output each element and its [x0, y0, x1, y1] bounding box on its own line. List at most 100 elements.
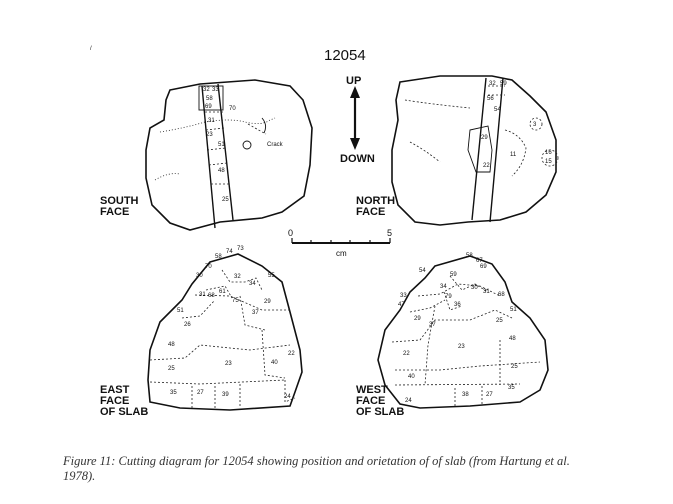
region-label: 29: [264, 299, 271, 305]
scale-unit-label: cm: [336, 249, 347, 258]
cutting-diagram: / 12054 UP DOWN 32 33 58 69 70 31 23 51 …: [90, 46, 559, 418]
region-label: 68: [498, 292, 505, 298]
south-face-label: SOUTH: [100, 195, 139, 207]
region-label: 74: [226, 249, 233, 255]
region-label: 23: [206, 132, 213, 138]
stray-mark: /: [90, 46, 92, 52]
west-face-labels: 58 67 69 54 59 34 30 31 33 47 79 36 68 5…: [398, 253, 518, 404]
east-face-label: FACE: [100, 395, 129, 407]
region-label: 33: [400, 293, 407, 299]
region-label: 32: [234, 274, 241, 280]
region-label: 24: [284, 394, 291, 400]
region-label: 59: [450, 272, 457, 278]
region-label: 69: [205, 104, 212, 110]
scale-bar: [291, 238, 391, 244]
region-label: 22: [288, 351, 295, 357]
west-face-label: FACE: [356, 395, 385, 407]
crack-label: Crack: [267, 142, 284, 148]
region-label: 26: [184, 322, 191, 328]
region-label: 79: [445, 294, 452, 300]
region-label: 29: [414, 316, 421, 322]
region-label: 35: [170, 390, 177, 396]
south-face-drawing: [145, 79, 313, 231]
sample-title: 12054: [324, 47, 366, 64]
region-label: 25: [222, 197, 229, 203]
region-label: 54: [419, 268, 426, 274]
region-label: 59: [500, 81, 507, 87]
region-label: 33: [212, 87, 219, 93]
region-label: 48: [509, 336, 516, 342]
north-face-drawing: [391, 75, 559, 226]
up-label: UP: [346, 75, 361, 87]
south-face-label: FACE: [100, 206, 129, 218]
region-label: 40: [271, 360, 278, 366]
west-face-label: OF SLAB: [356, 406, 404, 418]
region-label: 48: [168, 342, 175, 348]
region-label: 22: [483, 163, 490, 169]
region-label: 25: [511, 364, 518, 370]
region-label: 22: [403, 351, 410, 357]
region-label: 58: [466, 253, 473, 259]
region-label: 32: [489, 81, 496, 87]
region-label: 68: [208, 293, 215, 299]
west-face-label: WEST: [356, 384, 388, 396]
region-label: 75: [232, 298, 239, 304]
region-label: 24: [405, 398, 412, 404]
figure-caption: Figure 11: Cutting diagram for 12054 sho…: [63, 454, 570, 483]
scale-max-label: 5: [387, 228, 392, 238]
region-label: 25: [496, 318, 503, 324]
region-label: 39: [222, 392, 229, 398]
region-label: 37: [252, 310, 259, 316]
region-label: 23: [225, 361, 232, 367]
west-face-drawing: [377, 255, 549, 409]
region-label: 54: [494, 107, 501, 113]
region-label: 32: [203, 87, 210, 93]
region-label: 30: [196, 273, 203, 279]
region-label: 51: [510, 307, 517, 313]
region-label: 31: [483, 289, 490, 295]
region-label: 67: [476, 258, 483, 264]
east-face-label: EAST: [100, 384, 130, 396]
east-face-labels: 73 74 58 70 30 32 55 34 61 31 68 75 29 3…: [168, 246, 295, 400]
region-label: 34: [440, 284, 447, 290]
region-label: 29: [481, 135, 488, 141]
north-face-labels: 32 59 56 54 3 29 22 11 16 15: [481, 81, 552, 169]
region-label: 30: [471, 285, 478, 291]
region-label: 55: [268, 273, 275, 279]
region-label: 51: [177, 308, 184, 314]
north-face-label: NORTH: [356, 195, 395, 207]
region-label: 34: [249, 281, 256, 287]
region-label: 16: [545, 150, 552, 156]
region-label: 15: [545, 159, 552, 165]
north-face-label: FACE: [356, 206, 385, 218]
region-label: 40: [408, 374, 415, 380]
region-label: 58: [215, 254, 222, 260]
region-label: 31: [208, 118, 215, 124]
east-face-label: OF SLAB: [100, 406, 148, 418]
region-label: 73: [237, 246, 244, 252]
region-label: 56: [487, 96, 494, 102]
region-label: 47: [398, 302, 405, 308]
region-label: 37: [429, 322, 436, 328]
south-face-labels: 32 33 58 69 70 31 23 51 48 25 Crack: [203, 87, 284, 203]
region-label: 38: [462, 392, 469, 398]
region-label: 51: [218, 142, 225, 148]
region-label: 11: [510, 152, 517, 158]
region-label: 35: [508, 385, 515, 391]
region-label: 70: [229, 106, 236, 112]
region-label: 23: [458, 344, 465, 350]
region-label: 69: [480, 264, 487, 270]
region-label: 61: [219, 289, 226, 295]
east-face-drawing: [147, 253, 303, 411]
down-label: DOWN: [340, 153, 375, 165]
region-label: 3: [533, 122, 537, 128]
region-label: 27: [486, 392, 493, 398]
region-label: 58: [206, 96, 213, 102]
up-down-arrow-icon: [350, 86, 360, 150]
region-label: 25: [168, 366, 175, 372]
region-label: 70: [205, 264, 212, 270]
region-label: 36: [454, 302, 461, 308]
region-label: 31: [199, 292, 206, 298]
scale-min-label: 0: [288, 228, 293, 238]
region-label: 48: [218, 168, 225, 174]
